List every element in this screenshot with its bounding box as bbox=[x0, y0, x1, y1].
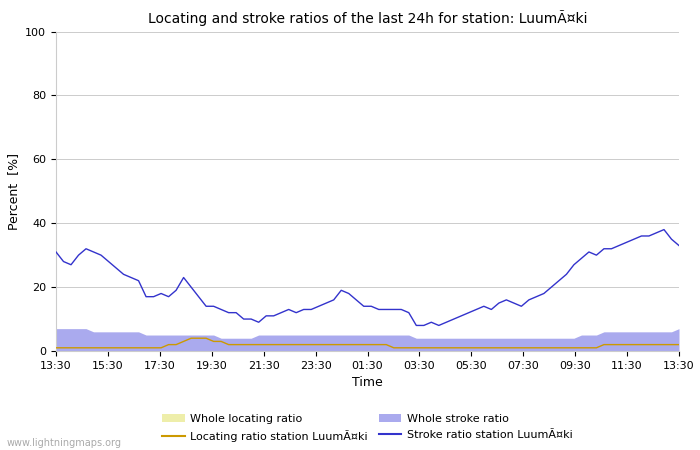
Text: www.lightningmaps.org: www.lightningmaps.org bbox=[7, 438, 122, 448]
Title: Locating and stroke ratios of the last 24h for station: LuumÃ¤ki: Locating and stroke ratios of the last 2… bbox=[148, 10, 587, 26]
Legend: Whole locating ratio, Locating ratio station LuumÃ¤ki, Whole stroke ratio, Strok: Whole locating ratio, Locating ratio sta… bbox=[162, 414, 573, 441]
X-axis label: Time: Time bbox=[352, 376, 383, 389]
Y-axis label: Percent  [%]: Percent [%] bbox=[7, 153, 20, 230]
